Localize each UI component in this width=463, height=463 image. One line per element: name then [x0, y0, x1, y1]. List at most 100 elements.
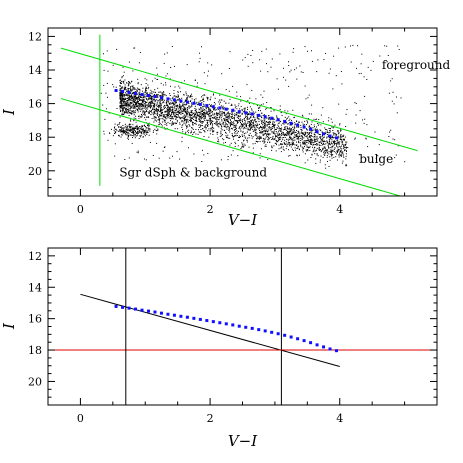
- cloud-point: [176, 116, 178, 118]
- data-point: [302, 339, 306, 343]
- cloud-point: [147, 88, 149, 90]
- cloud-point: [131, 103, 133, 105]
- data-point: [322, 132, 326, 136]
- cloud-point: [252, 124, 254, 126]
- cloud-point: [156, 99, 158, 101]
- cloud-point: [197, 102, 199, 104]
- cloud-point: [216, 124, 218, 126]
- cloud-point: [238, 117, 239, 119]
- cloud-point: [169, 106, 171, 108]
- cloud-point: [139, 131, 141, 133]
- cloud-point: [121, 110, 123, 111]
- cloud-point: [250, 112, 252, 114]
- cloud-point: [304, 141, 306, 143]
- cloud-point: [135, 99, 137, 101]
- cloud-point: [243, 128, 245, 130]
- cloud-point: [249, 134, 250, 136]
- cloud-point: [280, 112, 282, 114]
- cloud-point: [289, 129, 291, 131]
- cloud-point: [223, 100, 225, 102]
- cloud-point: [205, 128, 207, 130]
- cloud-point: [190, 110, 192, 112]
- cloud-point: [234, 119, 235, 121]
- cloud-point: [342, 153, 344, 155]
- cloud-point: [119, 88, 121, 90]
- cloud-point: [231, 117, 233, 119]
- cloud-point: [302, 143, 304, 145]
- data-point: [166, 312, 170, 316]
- data-point: [309, 341, 313, 345]
- cloud-point: [156, 67, 158, 69]
- cloud-point: [103, 84, 105, 86]
- plot-area: [48, 248, 437, 405]
- cloud-point: [268, 137, 270, 139]
- cloud-point: [137, 108, 139, 110]
- cloud-point: [193, 112, 194, 114]
- cloud-point: [317, 140, 318, 142]
- cloud-point: [241, 109, 243, 111]
- cloud-point: [131, 105, 133, 107]
- cloud-point: [201, 114, 203, 116]
- cloud-point: [138, 92, 140, 94]
- cloud-point: [159, 102, 161, 104]
- cloud-point: [137, 105, 139, 107]
- cloud-point: [122, 101, 124, 103]
- cloud-point: [320, 124, 322, 126]
- cloud-point: [209, 120, 211, 122]
- cloud-point: [220, 128, 222, 130]
- cloud-point: [157, 119, 159, 121]
- cloud-point: [188, 114, 190, 116]
- cloud-point: [146, 109, 147, 111]
- cloud-point: [234, 113, 236, 115]
- cloud-point: [264, 128, 266, 130]
- cloud-point: [174, 65, 175, 67]
- cloud-point: [219, 94, 221, 96]
- cloud-point: [189, 106, 191, 108]
- cloud-point: [186, 98, 188, 100]
- cloud-point: [244, 122, 246, 124]
- cloud-point: [122, 93, 124, 95]
- cloud-point: [114, 127, 115, 129]
- cloud-point: [136, 103, 137, 105]
- cloud-point: [207, 70, 209, 72]
- cloud-point: [152, 101, 154, 103]
- cloud-point: [235, 106, 237, 107]
- cloud-point: [103, 130, 105, 132]
- cloud-point: [178, 98, 180, 99]
- cloud-point: [285, 143, 287, 145]
- cloud-point: [132, 107, 134, 109]
- cloud-point: [130, 129, 132, 131]
- cloud-point: [160, 103, 162, 105]
- cloud-point: [282, 143, 284, 145]
- cloud-point: [288, 155, 290, 157]
- data-point: [335, 349, 339, 353]
- cloud-point: [330, 141, 332, 143]
- data-point: [211, 105, 215, 109]
- cloud-point: [129, 95, 130, 97]
- cloud-point: [242, 132, 244, 134]
- cloud-point: [267, 133, 269, 135]
- cloud-point: [156, 133, 158, 135]
- cloud-point: [172, 108, 174, 110]
- cloud-point: [157, 110, 159, 111]
- cloud-point: [235, 124, 237, 126]
- cloud-point: [272, 126, 274, 128]
- cloud-point: [131, 135, 133, 136]
- cloud-point: [341, 83, 343, 85]
- cloud-point: [338, 141, 339, 143]
- cloud-point: [140, 116, 142, 118]
- cloud-point: [125, 128, 127, 130]
- cloud-point: [122, 131, 124, 132]
- cloud-point: [390, 129, 392, 131]
- cloud-point: [284, 129, 285, 130]
- cloud-point: [272, 139, 274, 141]
- cloud-point: [379, 55, 381, 57]
- cloud-point: [302, 115, 304, 117]
- cloud-point: [237, 116, 239, 118]
- cloud-point: [284, 137, 286, 138]
- cloud-point: [296, 138, 298, 140]
- cloud-point: [137, 152, 139, 154]
- cloud-point: [333, 142, 335, 143]
- cloud-point: [205, 112, 207, 114]
- cloud-point: [341, 151, 343, 153]
